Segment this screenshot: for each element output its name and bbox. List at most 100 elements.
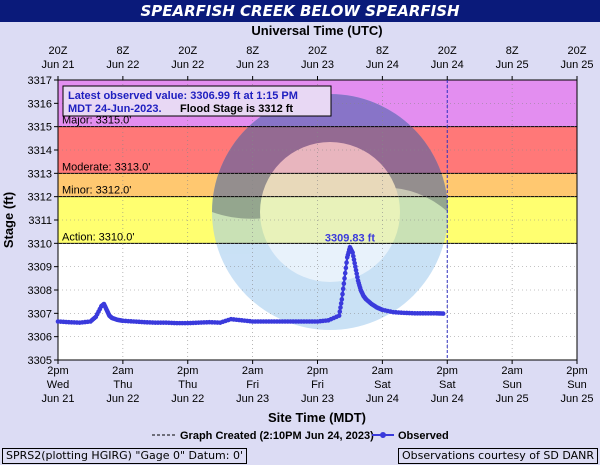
data-credit: Observations courtesy of SD DANR [397,448,598,464]
y-tick-label: 3308 [28,285,52,297]
x-tick-day: Thu [113,379,132,391]
x-tick-time: 2am [242,365,263,377]
top-tick-date: Jun 23 [236,59,269,71]
top-tick-date: Jun 23 [301,59,334,71]
observed-point [341,281,347,286]
top-tick-date: Jun 22 [106,59,139,71]
y-tick-label: 3317 [28,75,52,87]
x-tick-day: Thu [178,379,197,391]
datum-note: SPRS2(plotting HGIRG) "Gage 0" Datum: 0' [2,448,247,464]
info-box-line2: MDT 24-Jun-2023. [68,103,162,115]
info-box-flood-stage: Flood Stage is 3312 ft [180,103,293,115]
top-tick-time: 8Z [246,45,259,57]
top-tick-time: 20Z [308,45,327,57]
x-tick-date: Jun 21 [41,393,74,405]
top-tick-time: 20Z [49,45,68,57]
x-tick-day: Fri [246,379,259,391]
info-box-frame [62,85,332,117]
x-tick-date: Jun 25 [496,393,529,405]
y-tick-label: 3313 [28,168,52,180]
observed-point [342,270,348,276]
top-tick-date: Jun 24 [431,59,464,71]
observed-point [337,309,343,314]
x-tick-time: 2am [501,365,522,377]
top-tick-time: 20Z [568,45,587,57]
band-label-minor: Minor: 3312.0' [62,185,131,197]
top-tick-time: 8Z [506,45,519,57]
observed-point [350,250,355,255]
latest-value-box: Latest observed value: 3306.99 ft at 1:1… [62,85,332,117]
legend-observed-marker [380,432,386,438]
chart-title: SPEARFISH CREEK BELOW SPEARFISH [0,0,600,22]
band-label-major: Major: 3315.0' [62,115,131,127]
y-tick-label: 3305 [28,355,52,367]
x-tick-time: 2am [112,365,133,377]
observed-point [353,267,359,273]
top-tick-time: 20Z [438,45,457,57]
y-tick-label: 3309 [28,262,52,274]
y-tick-label: 3316 [28,98,52,110]
x-tick-time: 2pm [566,365,587,377]
watermark-inner [260,142,400,282]
x-tick-time: 2pm [437,365,458,377]
top-axis-title: Universal Time (UTC) [251,23,382,38]
band-label-moderate: Moderate: 3313.0' [62,161,150,173]
observed-point [339,297,345,302]
bottom-axis-title: Site Time (MDT) [268,410,366,425]
y-tick-label: 3315 [28,122,52,134]
observed-point [340,291,345,297]
top-tick-time: 8Z [376,45,389,57]
band-label-action: Action: 3310.0' [62,231,134,243]
x-tick-time: 2pm [307,365,328,377]
top-tick-date: Jun 22 [171,59,204,71]
info-box-line1: Latest observed value: 3306.99 ft at 1:1… [68,90,298,102]
noaa-watermark-logo [212,94,448,330]
legend-created-label: Graph Created (2:10PM Jun 24, 2023) [180,430,374,442]
observed-point [355,274,360,280]
observed-point [352,260,357,266]
x-tick-date: Jun 22 [106,393,139,405]
x-tick-day: Sun [502,379,522,391]
observed-point [344,260,349,265]
top-tick-date: Jun 25 [560,59,593,71]
observed-point [338,305,343,310]
observed-point [351,253,356,259]
y-tick-label: 3312 [28,192,52,204]
y-tick-label: 3307 [28,308,52,320]
observed-point [353,264,358,269]
y-tick-label: 3311 [28,215,52,227]
x-tick-date: Jun 25 [560,393,593,405]
x-tick-day: Sat [439,379,456,391]
observed-point [338,301,344,306]
observed-point [340,286,346,292]
top-tick-date: Jun 24 [366,59,399,71]
x-tick-day: Sun [567,379,587,391]
x-tick-date: Jun 24 [431,393,464,405]
legend: Graph Created (2:10PM Jun 24, 2023) Obser… [152,430,449,442]
observed-point [440,311,446,316]
observed-point [343,265,349,271]
observed-point [351,257,357,262]
x-tick-date: Jun 24 [366,393,399,405]
observed-point [354,271,359,276]
x-tick-date: Jun 22 [171,393,204,405]
top-tick-time: 20Z [178,45,197,57]
top-tick-date: Jun 25 [496,59,529,71]
y-axis-title: Stage (ft) [1,192,16,248]
y-tick-label: 3310 [28,238,52,250]
peak-label: 3309.83 ft [325,232,375,244]
x-tick-date: Jun 23 [236,393,269,405]
top-tick-time: 8Z [116,45,129,57]
top-tick-date: Jun 21 [41,59,74,71]
x-tick-time: 2pm [177,365,198,377]
x-tick-date: Jun 23 [301,393,334,405]
x-tick-day: Fri [311,379,324,391]
x-tick-time: 2am [372,365,393,377]
observed-point [336,313,342,318]
y-tick-label: 3306 [28,332,52,344]
x-tick-day: Sat [374,379,391,391]
x-tick-time: 2pm [47,365,68,377]
y-tick-label: 3314 [28,145,52,157]
observed-point [342,276,347,281]
